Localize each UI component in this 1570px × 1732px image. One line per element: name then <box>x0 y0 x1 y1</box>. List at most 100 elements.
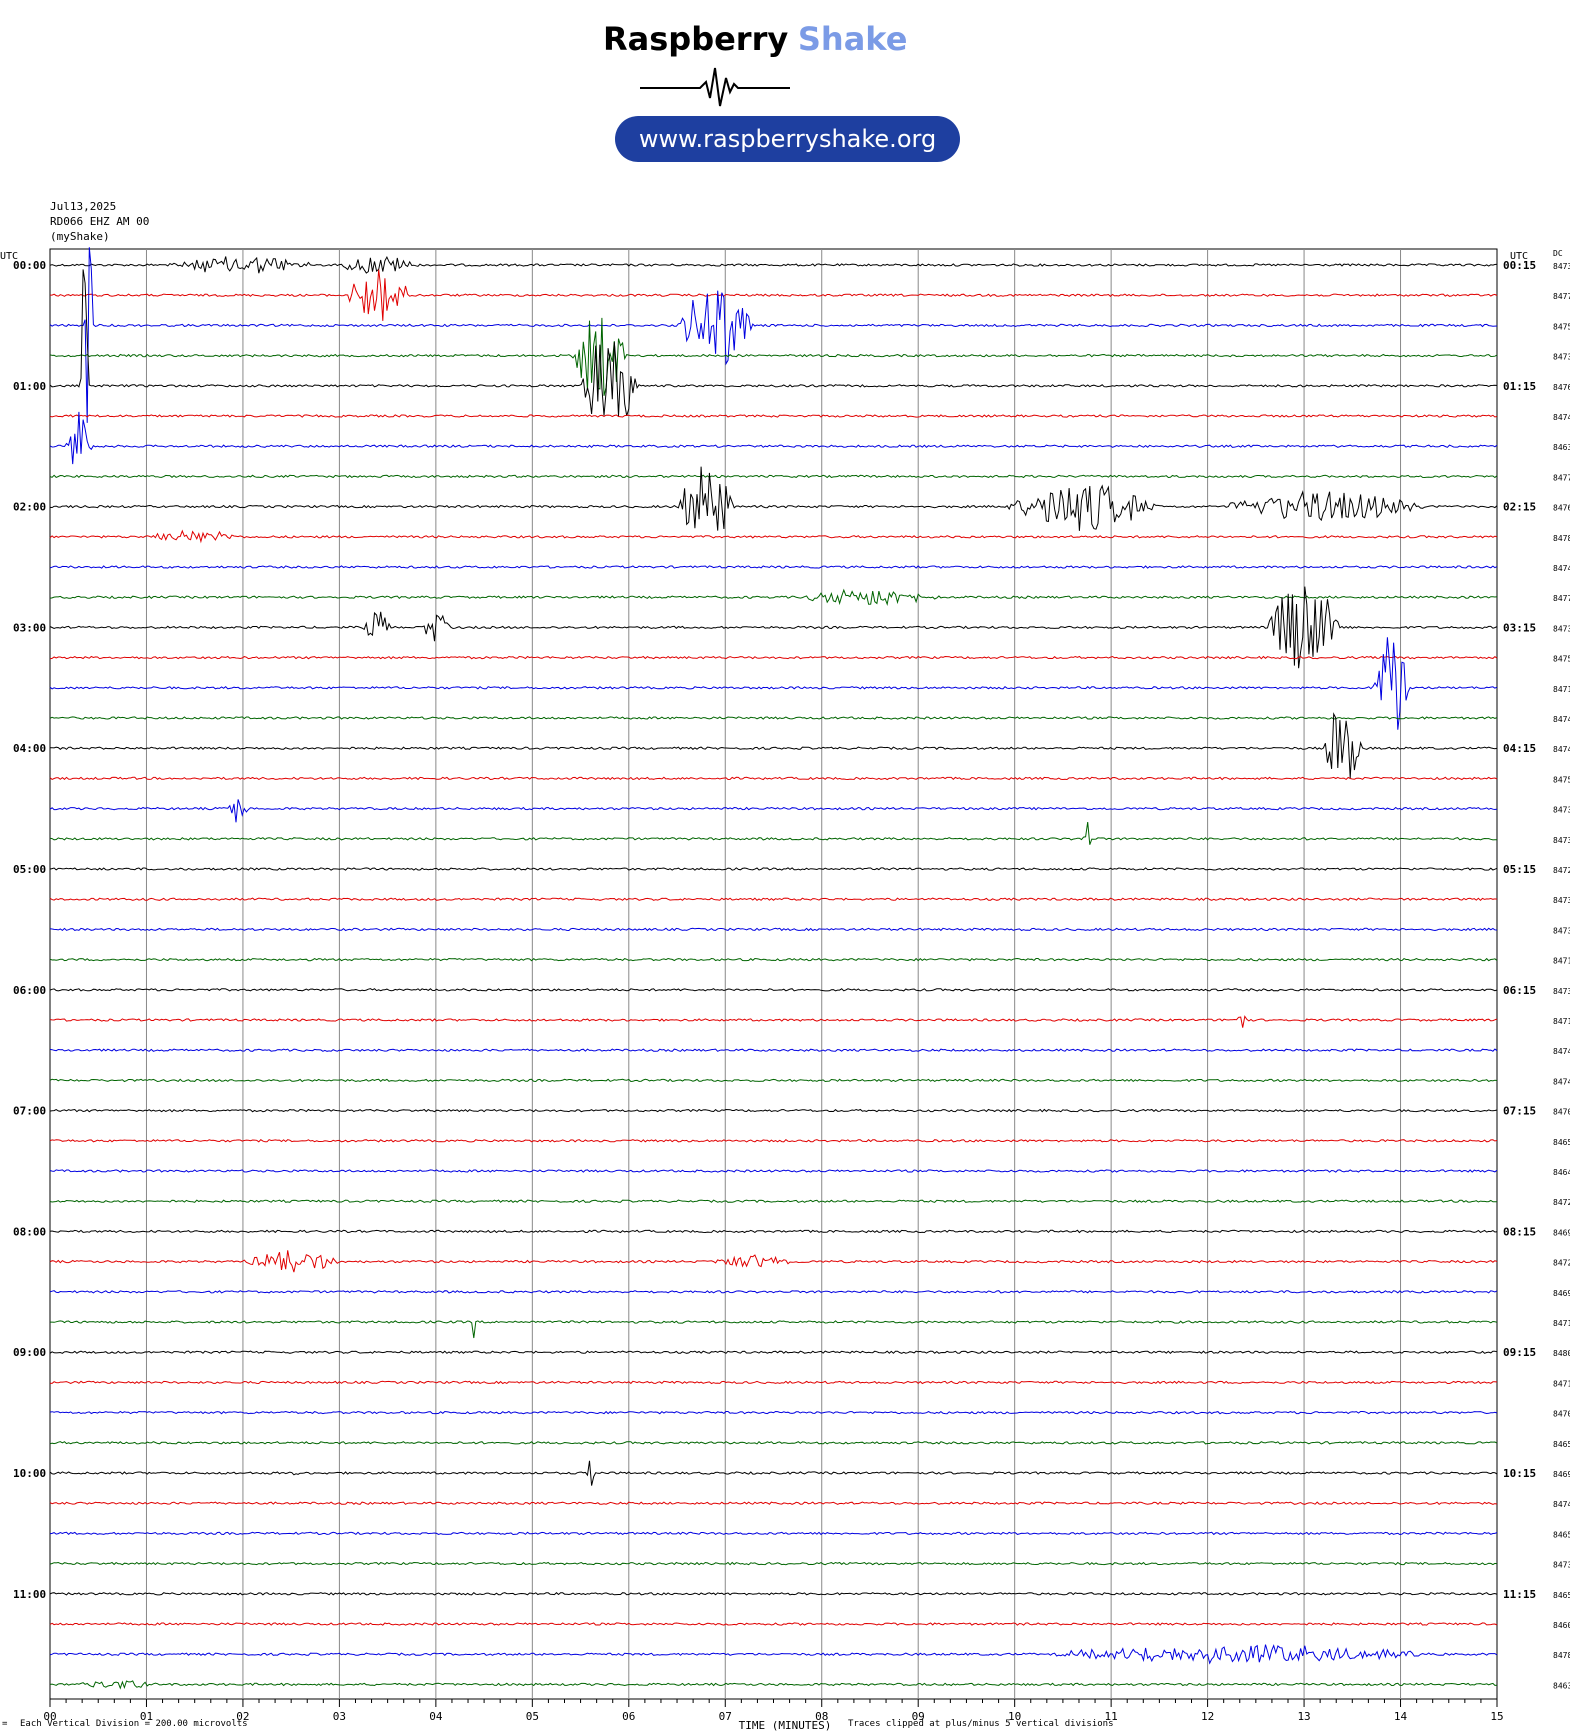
trace-line <box>49 1460 1498 1486</box>
x-tick-label: 07 <box>719 1710 732 1723</box>
dc-value: 8473 <box>1553 262 1570 271</box>
trace-line <box>49 1531 1498 1536</box>
dc-value: 8474 <box>1553 745 1570 754</box>
trace-line <box>49 1048 1498 1052</box>
dc-value: 8472 <box>1553 1198 1570 1207</box>
dc-value: 8464 <box>1553 1168 1570 1177</box>
hour-label-left: 10:00 <box>13 1467 46 1480</box>
hour-label-right: 00:15 <box>1503 259 1536 272</box>
trace-line <box>49 474 1498 479</box>
right-utc-label: UTC <box>1510 251 1528 262</box>
x-tick-label: 06 <box>622 1710 635 1723</box>
x-tick-label: 13 <box>1297 1710 1310 1723</box>
dc-value: 8473 <box>1553 836 1570 845</box>
trace-line <box>49 411 1498 465</box>
dc-value: 8475 <box>1553 655 1570 664</box>
x-tick-label: 02 <box>236 1710 249 1723</box>
hour-label-right: 05:15 <box>1503 863 1536 876</box>
dc-value: 8460 <box>1553 1621 1570 1630</box>
trace-line <box>49 637 1498 730</box>
trace-line <box>50 269 1498 321</box>
x-tick-label: 09 <box>912 1710 925 1723</box>
dc-value: 8473 <box>1553 1561 1570 1570</box>
x-tick-label: 14 <box>1394 1710 1408 1723</box>
trace-line <box>49 867 1498 871</box>
hour-label-left: 05:00 <box>13 863 46 876</box>
trace-line <box>49 1015 1498 1028</box>
trace-line <box>49 1441 1498 1445</box>
hour-label-right: 02:15 <box>1503 501 1536 514</box>
dc-value: 8474 <box>1553 1047 1570 1056</box>
trace-line <box>49 1501 1498 1505</box>
dc-value: 8473 <box>1553 987 1570 996</box>
trace-line <box>49 1139 1498 1143</box>
trace-line <box>49 655 1498 660</box>
dc-value: 8465 <box>1553 1138 1570 1147</box>
hour-label-left: 00:00 <box>13 259 46 272</box>
x-tick-label: 00 <box>43 1710 56 1723</box>
trace-line <box>49 1680 1498 1690</box>
trace-line <box>49 1622 1498 1626</box>
dc-value: 8471 <box>1553 1379 1570 1388</box>
trace-line <box>49 897 1498 901</box>
trace-line <box>49 588 1498 607</box>
trace-line <box>49 822 1497 845</box>
hour-label-left: 06:00 <box>13 984 46 997</box>
station-id: RD066 EHZ AM 00 <box>50 215 150 228</box>
trace-line <box>49 988 1498 992</box>
dc-value: 8469 <box>1553 1470 1570 1479</box>
hour-label-right: 09:15 <box>1503 1346 1536 1359</box>
dc-value: 8477 <box>1553 473 1570 482</box>
hour-label-right: 01:15 <box>1503 380 1536 393</box>
dc-value: 8476 <box>1553 383 1570 392</box>
x-tick-label: 10 <box>1008 1710 1021 1723</box>
dc-value: 8474 <box>1553 413 1570 422</box>
plot-frame <box>49 248 1498 1700</box>
vertical-division-note: Each Vertical Division = 200.00 microvol… <box>20 1719 248 1729</box>
hour-label-right: 11:15 <box>1503 1588 1536 1601</box>
trace-line <box>49 1078 1498 1083</box>
dc-value: 8471 <box>1553 1319 1570 1328</box>
trace-line <box>49 712 1498 779</box>
dc-value: 8474 <box>1553 1500 1570 1509</box>
logo-brand-part1: Raspberry <box>603 20 789 58</box>
dc-value: 8465 <box>1553 1530 1570 1539</box>
trace-line <box>49 247 1498 423</box>
dc-value: 8473 <box>1553 353 1570 362</box>
logo-brand-part2: Shake <box>797 20 908 58</box>
dc-value: 8469 <box>1553 1228 1570 1237</box>
dc-value: 8476 <box>1553 504 1570 513</box>
dc-value: 8471 <box>1553 1017 1570 1026</box>
trace-line <box>49 466 1498 531</box>
record-date: Jul13,2025 <box>50 200 117 213</box>
hour-label-left: 07:00 <box>13 1105 46 1118</box>
hour-label-left: 04:00 <box>13 742 46 755</box>
dc-value: 8475 <box>1553 775 1570 784</box>
x-tick-label: 03 <box>333 1710 346 1723</box>
x-tick-label: 04 <box>429 1710 443 1723</box>
trace-line <box>49 776 1498 781</box>
trace-line <box>49 1410 1498 1415</box>
x-tick-label: 12 <box>1201 1710 1214 1723</box>
x-tick-label: 08 <box>815 1710 828 1723</box>
dc-value: 8473 <box>1553 624 1570 633</box>
station-owner: (myShake) <box>50 230 110 243</box>
dc-value: 8477 <box>1553 594 1570 603</box>
trace-line <box>49 1350 1498 1354</box>
hour-label-right: 08:15 <box>1503 1225 1536 1238</box>
website-url-link[interactable]: www.raspberryshake.org <box>615 116 960 162</box>
dc-value: 8477 <box>1553 292 1570 301</box>
trace-line <box>49 799 1498 823</box>
trace-line <box>49 586 1498 669</box>
hour-label-left: 09:00 <box>13 1346 46 1359</box>
x-tick-label: 15 <box>1490 1710 1503 1723</box>
trace-line <box>50 1320 1498 1339</box>
dc-value: 8471 <box>1553 685 1570 694</box>
trace-line <box>49 414 1498 418</box>
dc-value: 8473 <box>1553 806 1570 815</box>
trace-line <box>49 1592 1498 1596</box>
left-utc-label: UTC <box>0 251 18 262</box>
hour-label-right: 04:15 <box>1503 742 1536 755</box>
dc-value: 8474 <box>1553 715 1570 724</box>
